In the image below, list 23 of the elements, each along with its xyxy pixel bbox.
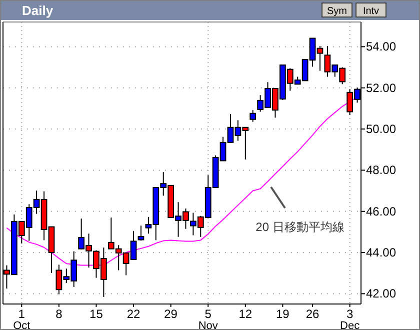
x-tick-label: 5 Nov — [198, 307, 218, 330]
y-tick-label: 52.00 — [366, 80, 396, 95]
y-tick-label: 48.00 — [366, 163, 396, 178]
button: Intv — [356, 2, 386, 18]
candlestick — [250, 110, 256, 122]
annotation: 20 日移動平均線 — [256, 220, 344, 234]
x-tick-label: 19 — [276, 307, 290, 321]
y-tick-label: 54.00 — [366, 40, 396, 54]
y-tick-label: 42.00 — [366, 286, 396, 301]
y-tick-label: 44.00 — [366, 246, 396, 260]
y-tick-label: 50.00 — [366, 122, 396, 136]
button: Sym — [322, 2, 352, 18]
candlestick — [138, 225, 144, 242]
x-tick-label: 1 Oct — [13, 307, 30, 330]
x-tick-label: 8 — [56, 307, 63, 321]
x-tick-label: 26 — [306, 307, 320, 321]
x-tick-label: 3 Dec — [340, 307, 360, 330]
x-tick-label: 22 — [126, 307, 141, 321]
x-tick-label: 29 — [164, 307, 178, 321]
x-tick-label: 15 — [90, 307, 104, 321]
x-tick-label: 12 — [238, 307, 252, 321]
y-tick-label: 46.00 — [366, 204, 396, 218]
chart-title: Daily — [22, 3, 54, 18]
